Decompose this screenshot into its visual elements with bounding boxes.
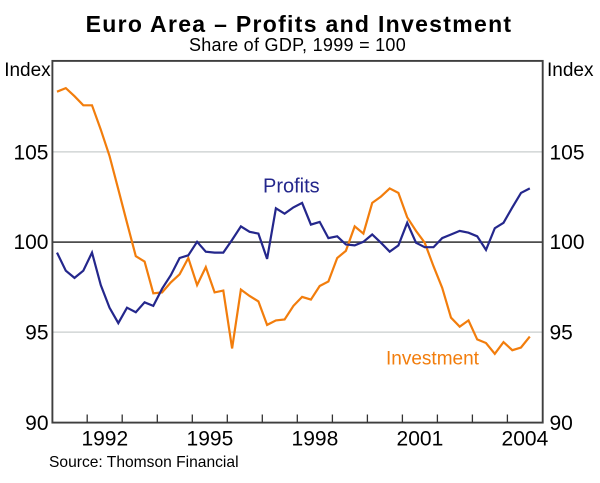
svg-text:90: 90 [550,412,573,435]
svg-text:90: 90 [25,412,48,435]
svg-text:2001: 2001 [397,428,444,451]
svg-text:100: 100 [13,231,48,254]
svg-text:Source: Thomson Financial: Source: Thomson Financial [49,454,239,471]
svg-text:1998: 1998 [292,428,339,451]
svg-text:Share of GDP, 1999 = 100: Share of GDP, 1999 = 100 [189,35,406,55]
svg-text:105: 105 [550,141,585,164]
svg-text:Index: Index [547,60,594,81]
svg-text:95: 95 [550,322,573,345]
svg-text:Profits: Profits [263,175,320,197]
svg-text:1995: 1995 [187,428,234,451]
svg-text:1992: 1992 [81,428,128,451]
svg-text:2004: 2004 [502,428,549,451]
svg-text:100: 100 [550,231,585,254]
svg-text:105: 105 [13,141,48,164]
svg-text:95: 95 [25,322,48,345]
svg-text:Index: Index [4,60,51,81]
svg-text:Euro Area – Profits and Invest: Euro Area – Profits and Investment [86,11,513,37]
svg-text:Investment: Investment [386,349,480,370]
